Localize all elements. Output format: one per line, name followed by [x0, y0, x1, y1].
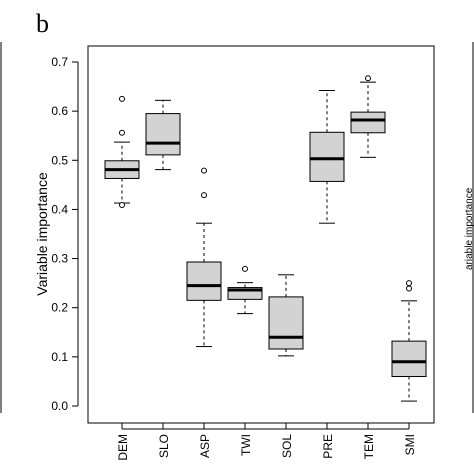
outlier-point	[119, 95, 125, 102]
boxes	[104, 75, 427, 402]
y-tick-label: 0.0	[51, 399, 68, 413]
box-tem	[350, 75, 386, 158]
box-iqr	[145, 113, 181, 156]
box-iqr	[350, 111, 386, 134]
box-slo	[145, 99, 181, 171]
x-tick-label-twi: TWI	[239, 434, 253, 456]
outlier-point	[242, 265, 248, 272]
box-dem	[104, 95, 140, 209]
x-tick-label-smi: SMI	[403, 434, 417, 455]
x-axis: DEM SLO ASP TWI SOL PRE TEM SMI	[116, 423, 417, 461]
y-tick-label: 0.6	[51, 104, 68, 118]
outlier-point	[406, 285, 412, 292]
box-asp	[186, 167, 222, 348]
box-twi	[227, 265, 263, 315]
outlier-point	[201, 167, 207, 174]
x-tick-label-asp: ASP	[198, 434, 212, 458]
y-axis: 0.0 0.1 0.2 0.3 0.4 0.5 0.6 0.7	[51, 55, 79, 413]
box-iqr	[309, 131, 345, 182]
y-tick-label: 0.2	[51, 301, 68, 315]
box-iqr	[227, 287, 263, 300]
y-tick-label: 0.1	[51, 350, 68, 364]
box-iqr	[186, 261, 222, 301]
y-tick-label: 0.3	[51, 252, 68, 266]
y-tick-label: 0.4	[51, 202, 68, 216]
outlier-point	[365, 75, 371, 82]
box-sol	[268, 274, 304, 357]
outlier-point	[119, 202, 125, 209]
box-smi	[391, 280, 427, 402]
right-panel-ylabel-fragment: ariable importance	[464, 187, 474, 270]
box-iqr	[391, 340, 427, 378]
x-tick-label-sol: SOL	[280, 434, 294, 458]
y-axis-label: Variable importance	[34, 172, 50, 296]
outlier-point	[201, 192, 207, 199]
outlier-point	[119, 129, 125, 136]
x-tick-label-pre: PRE	[321, 434, 335, 459]
box-pre	[309, 90, 345, 224]
box-iqr	[268, 296, 304, 350]
y-tick-label: 0.5	[51, 153, 68, 167]
plot-frame	[87, 45, 435, 424]
x-tick-label-slo: SLO	[157, 434, 171, 458]
panel-label: b	[36, 9, 49, 38]
x-tick-label-dem: DEM	[116, 434, 130, 461]
outlier-point	[406, 280, 412, 287]
x-tick-label-tem: TEM	[362, 434, 376, 459]
y-tick-label: 0.7	[51, 55, 68, 69]
